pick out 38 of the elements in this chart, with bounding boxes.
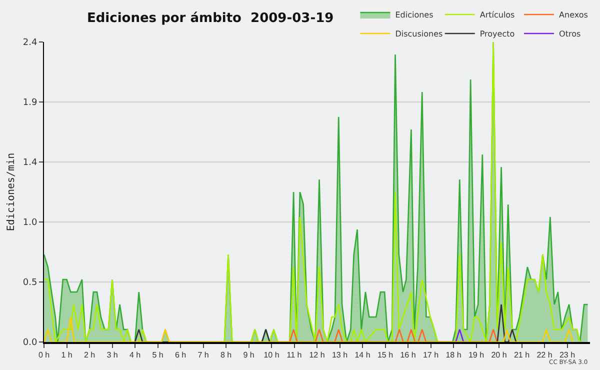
x-tick-label: 11 h: [286, 350, 302, 360]
x-tick-label: 17 h: [422, 350, 439, 360]
x-tick-label: 20 h: [491, 350, 507, 360]
x-tick-label: 3 h: [106, 350, 118, 360]
x-tick-label: 18 h: [446, 350, 462, 360]
legend-label: Artículos: [480, 10, 515, 20]
legend-label: Anexos: [559, 10, 588, 20]
x-tick-label: 13 h: [332, 350, 348, 360]
chart-title: Ediciones por ámbito 2009-03-19: [87, 11, 334, 26]
x-tick-label: 19 h: [468, 350, 484, 360]
x-tick-label: 6 h: [174, 350, 186, 360]
x-tick-label: 15 h: [377, 350, 394, 360]
legend-label: Ediciones: [395, 10, 434, 20]
legend-label: Otros: [559, 30, 581, 39]
y-tick-label: 1.4: [22, 158, 38, 168]
x-tick-label: 0 h: [38, 350, 50, 360]
x-tick-label: 10 h: [264, 350, 280, 360]
legend-label: Discusiones: [395, 30, 443, 39]
x-tick-label: 9 h: [243, 350, 254, 360]
x-tick-label: 8 h: [220, 350, 232, 360]
x-tick-label: 4 h: [129, 350, 141, 360]
x-tick-label: 23 h: [559, 350, 576, 360]
x-tick-label: 5 h: [152, 350, 164, 360]
x-tick-label: 22 h: [536, 350, 552, 360]
x-tick-label: 16 h: [400, 350, 416, 360]
y-tick-label: 0.0: [22, 338, 38, 348]
x-tick-label: 21 h: [514, 350, 530, 360]
x-tick-label: 12 h: [309, 350, 325, 360]
x-tick-label: 1 h: [61, 350, 72, 360]
y-tick-label: 0.5: [22, 278, 38, 288]
y-tick-label: 2.4: [22, 38, 38, 48]
y-tick-label: 1.9: [22, 98, 38, 108]
x-tick-label: 7 h: [198, 350, 209, 360]
y-axis-title: Ediciones/min: [6, 152, 17, 232]
legend-label: Proyecto: [480, 30, 515, 39]
x-tick-label: 2 h: [84, 350, 96, 360]
x-tick-label: 14 h: [354, 350, 370, 360]
y-tick-label: 1.0: [22, 218, 38, 228]
